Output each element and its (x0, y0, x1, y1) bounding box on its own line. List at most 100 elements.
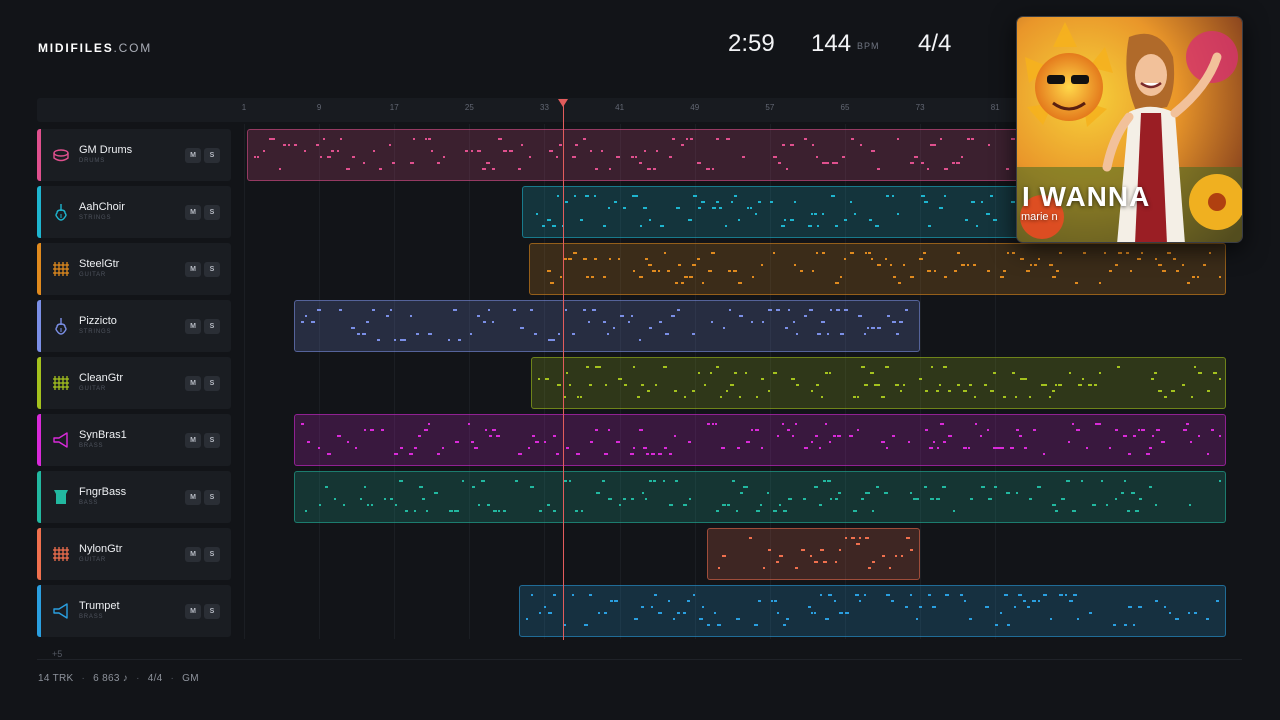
midi-note (563, 396, 566, 398)
midi-clip[interactable] (531, 357, 1226, 409)
midi-note (651, 453, 655, 455)
track-header[interactable]: NylonGtr GUITAR M S (37, 528, 231, 580)
midi-note (346, 168, 350, 170)
track-category: BRASS (79, 614, 104, 620)
midi-note (1155, 504, 1157, 506)
midi-note (583, 138, 586, 140)
more-tracks-indicator[interactable]: +5 (52, 649, 63, 659)
midi-clip[interactable] (294, 300, 920, 352)
midi-note (698, 207, 701, 209)
midi-note (760, 504, 762, 506)
solo-button[interactable]: S (204, 148, 220, 163)
track-header[interactable]: CleanGtr GUITAR M S (37, 357, 231, 409)
midi-note (1194, 612, 1197, 614)
playhead-line[interactable] (563, 104, 564, 640)
midi-note (698, 372, 700, 374)
mute-button[interactable]: M (185, 262, 201, 277)
midi-note (952, 162, 955, 164)
midi-note (1011, 138, 1015, 140)
midi-note (877, 168, 880, 170)
midi-note (1137, 258, 1141, 260)
mute-button[interactable]: M (185, 376, 201, 391)
mute-button[interactable]: M (185, 148, 201, 163)
mute-button[interactable]: M (185, 604, 201, 619)
midi-note (889, 567, 891, 569)
midi-note (961, 156, 963, 158)
mute-button[interactable]: M (185, 319, 201, 334)
mute-button[interactable]: M (185, 547, 201, 562)
midi-note (1052, 276, 1056, 278)
midi-note (1183, 429, 1187, 431)
midi-note (610, 600, 613, 602)
site-logo[interactable]: MIDIFILES.COM (38, 41, 152, 55)
midi-clip[interactable] (529, 243, 1226, 295)
track-header[interactable]: Pizzicto STRINGS M S (37, 300, 231, 352)
midi-clip[interactable] (294, 414, 1226, 466)
midi-note (257, 156, 259, 158)
solo-button[interactable]: S (204, 376, 220, 391)
midi-note (457, 510, 459, 512)
midi-note (817, 225, 819, 227)
mute-button[interactable]: M (185, 205, 201, 220)
midi-clip[interactable] (519, 585, 1226, 637)
solo-button[interactable]: S (204, 433, 220, 448)
midi-note (712, 207, 716, 209)
midi-note (773, 372, 777, 374)
midi-note (520, 327, 524, 329)
midi-note (814, 213, 817, 215)
midi-note (794, 264, 796, 266)
midi-clip[interactable] (522, 186, 1020, 238)
solo-button[interactable]: S (204, 205, 220, 220)
midi-note (885, 258, 887, 260)
midi-note (770, 201, 773, 203)
midi-note (647, 390, 650, 392)
midi-note (762, 321, 764, 323)
solo-button[interactable]: S (204, 547, 220, 562)
midi-note (305, 315, 307, 317)
midi-clip[interactable] (294, 471, 1226, 523)
track-header[interactable]: SynBras1 BRASS M S (37, 414, 231, 466)
midi-note (1059, 594, 1063, 596)
mute-button[interactable]: M (185, 433, 201, 448)
midi-note (364, 486, 366, 488)
solo-button[interactable]: S (204, 604, 220, 619)
midi-note (750, 207, 752, 209)
midi-note (811, 441, 813, 443)
track-header[interactable]: AahChoir STRINGS M S (37, 186, 231, 238)
track-header[interactable]: GM Drums DRUMS M S (37, 129, 231, 181)
midi-note (608, 429, 610, 431)
midi-note (604, 453, 608, 455)
track-header[interactable]: FngrBass BASS M S (37, 471, 231, 523)
midi-note (788, 498, 792, 500)
midi-note (583, 309, 586, 311)
midi-clip[interactable] (707, 528, 920, 580)
mute-button[interactable]: M (185, 490, 201, 505)
midi-note (635, 195, 638, 197)
midi-note (384, 498, 386, 500)
midi-note (976, 225, 978, 227)
solo-button[interactable]: S (204, 319, 220, 334)
midi-note (944, 168, 948, 170)
midi-note (566, 447, 569, 449)
track-header[interactable]: Trumpet BRASS M S (37, 585, 231, 637)
midi-note (409, 453, 413, 455)
playhead-marker-icon[interactable] (558, 99, 568, 107)
midi-note (838, 492, 841, 494)
solo-button[interactable]: S (204, 490, 220, 505)
midi-note (811, 213, 813, 215)
solo-button[interactable]: S (204, 262, 220, 277)
midi-note (317, 309, 321, 311)
midi-note (985, 606, 989, 608)
track-header[interactable]: SteelGtr GUITAR M S (37, 243, 231, 295)
midi-note (386, 315, 389, 317)
midi-note (535, 441, 539, 443)
midi-note (518, 168, 521, 170)
midi-note (410, 315, 412, 317)
midi-note (1198, 435, 1200, 437)
midi-note (715, 423, 717, 425)
midi-note (425, 138, 427, 140)
midi-note (648, 264, 652, 266)
midi-note (1052, 390, 1055, 392)
elapsed-time: 2:59 (728, 30, 775, 57)
midi-clip[interactable] (247, 129, 1020, 181)
